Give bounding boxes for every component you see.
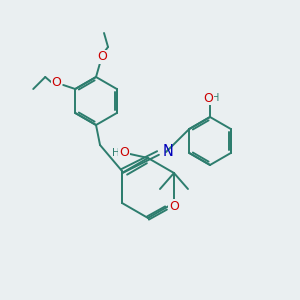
Text: H: H xyxy=(212,93,219,103)
Text: H: H xyxy=(112,148,120,158)
Text: O: O xyxy=(203,92,213,104)
Text: O: O xyxy=(51,76,61,89)
Text: N: N xyxy=(163,145,174,160)
Text: O: O xyxy=(97,50,107,64)
Text: O: O xyxy=(119,146,129,160)
Text: O: O xyxy=(169,200,179,212)
